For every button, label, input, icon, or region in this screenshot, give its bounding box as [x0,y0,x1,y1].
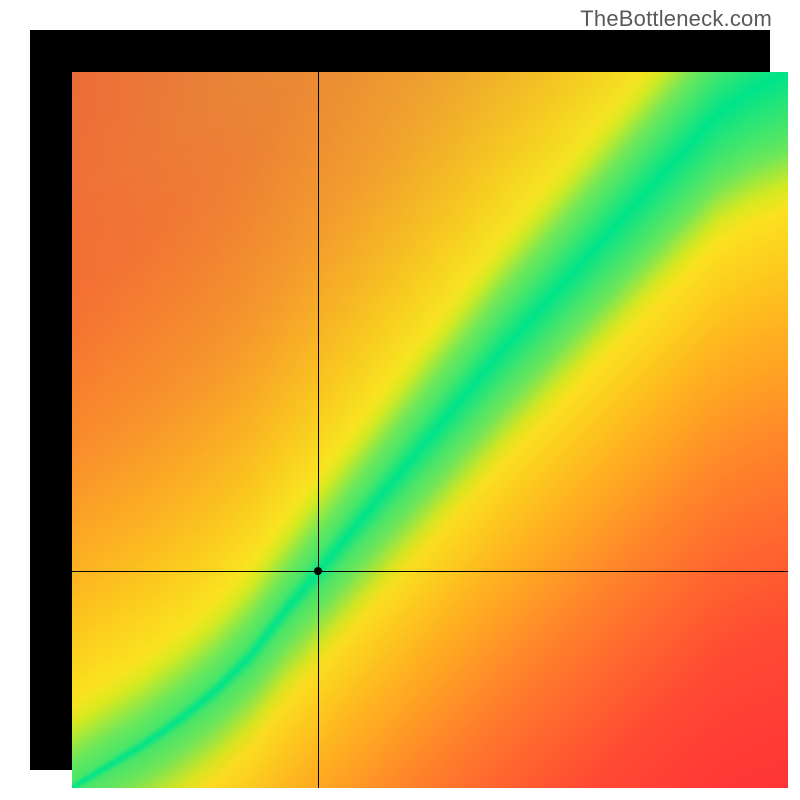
watermark-text: TheBottleneck.com [580,6,772,32]
chart-frame [30,30,770,770]
heatmap-canvas [72,72,788,788]
plot-area [72,72,788,788]
